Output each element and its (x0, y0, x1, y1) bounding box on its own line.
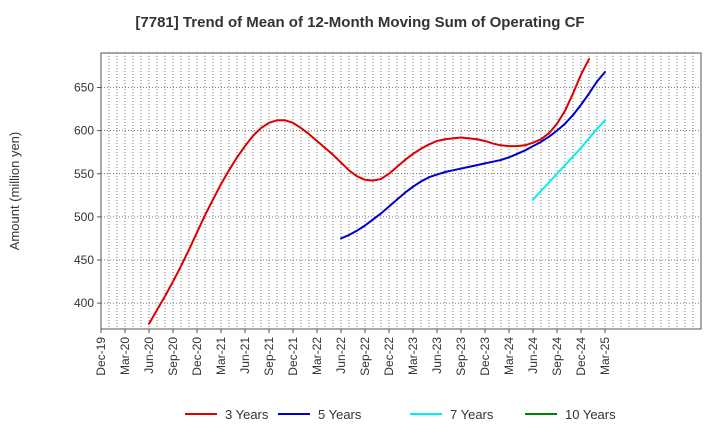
x-tick-label: Mar-22 (310, 337, 324, 375)
legend-label-5-years: 5 Years (318, 407, 362, 422)
chart-title: [7781] Trend of Mean of 12-Month Moving … (135, 14, 584, 31)
grid (101, 53, 701, 329)
x-tick-label: Jun-21 (238, 337, 252, 374)
x-axis-ticks: Dec-19 Mar-20 Jun-20 Sep-20 Dec-20 Mar-21 Jun-… (94, 329, 612, 376)
legend-label-7-years: 7 Years (450, 407, 494, 422)
x-tick-label: Sep-20 (166, 337, 180, 376)
plot-area (100, 52, 702, 330)
y-tick-label: 400 (74, 296, 94, 310)
legend: 3 Years 5 Years 7 Years 10 Years (185, 407, 616, 422)
x-tick-label: Sep-21 (262, 337, 276, 376)
x-tick-label: Mar-23 (406, 337, 420, 375)
x-tick-label: Mar-20 (118, 337, 132, 375)
x-tick-label: Mar-21 (214, 337, 228, 375)
x-tick-label: Jun-20 (142, 337, 156, 374)
x-tick-label: Dec-21 (286, 337, 300, 376)
series-line-7-years (532, 119, 606, 201)
x-tick-label: Dec-20 (190, 337, 204, 376)
x-tick-label: Sep-22 (358, 337, 372, 376)
y-tick-label: 500 (74, 210, 94, 224)
x-tick-label: Mar-24 (502, 337, 516, 375)
legend-label-10-years: 10 Years (565, 407, 616, 422)
y-tick-label: 650 (74, 81, 94, 95)
x-tick-label: Mar-25 (598, 337, 612, 375)
series-line-5-years (340, 70, 606, 240)
y-axis-label: Amount (million yen) (7, 132, 22, 251)
x-tick-label: Sep-23 (454, 337, 468, 376)
x-tick-label: Dec-24 (574, 337, 588, 376)
x-tick-label: Sep-24 (550, 337, 564, 376)
y-axis-ticks: 400 450 500 550 600 650 (74, 81, 101, 310)
series-line-3-years (148, 58, 590, 325)
x-tick-label: Jun-24 (526, 337, 540, 374)
x-tick-label: Dec-22 (382, 337, 396, 376)
x-tick-label: Jun-22 (334, 337, 348, 374)
legend-label-3-years: 3 Years (225, 407, 269, 422)
y-tick-label: 600 (74, 124, 94, 138)
y-tick-label: 450 (74, 253, 94, 267)
x-tick-label: Jun-23 (430, 337, 444, 374)
series-lines (148, 58, 606, 325)
x-tick-label: Dec-23 (478, 337, 492, 376)
x-tick-label: Dec-19 (94, 337, 108, 376)
y-tick-label: 550 (74, 167, 94, 181)
